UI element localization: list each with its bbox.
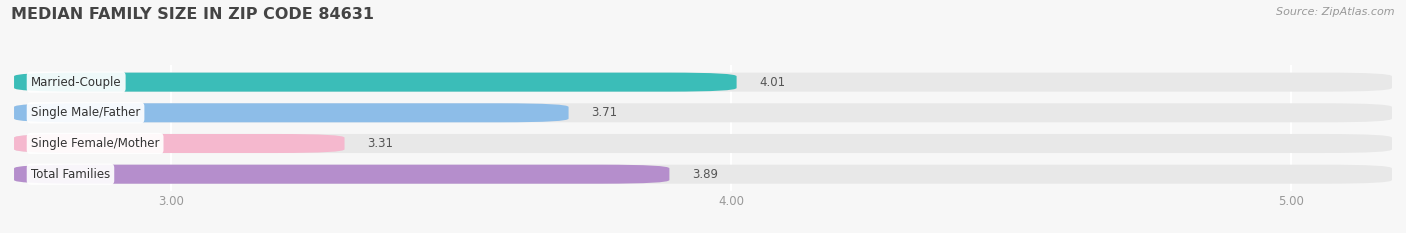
Text: Total Families: Total Families [31, 168, 110, 181]
FancyBboxPatch shape [14, 73, 737, 92]
Text: 3.89: 3.89 [692, 168, 718, 181]
Text: Married-Couple: Married-Couple [31, 76, 121, 89]
Text: Single Female/Mother: Single Female/Mother [31, 137, 159, 150]
Text: MEDIAN FAMILY SIZE IN ZIP CODE 84631: MEDIAN FAMILY SIZE IN ZIP CODE 84631 [11, 7, 374, 22]
FancyBboxPatch shape [14, 165, 669, 184]
FancyBboxPatch shape [14, 73, 1392, 92]
FancyBboxPatch shape [14, 103, 568, 122]
FancyBboxPatch shape [14, 165, 1392, 184]
FancyBboxPatch shape [14, 134, 344, 153]
Text: 3.71: 3.71 [591, 106, 617, 119]
Text: Source: ZipAtlas.com: Source: ZipAtlas.com [1277, 7, 1395, 17]
Text: Single Male/Father: Single Male/Father [31, 106, 141, 119]
FancyBboxPatch shape [14, 103, 1392, 122]
Text: 3.31: 3.31 [367, 137, 392, 150]
FancyBboxPatch shape [14, 134, 1392, 153]
Text: 4.01: 4.01 [759, 76, 785, 89]
